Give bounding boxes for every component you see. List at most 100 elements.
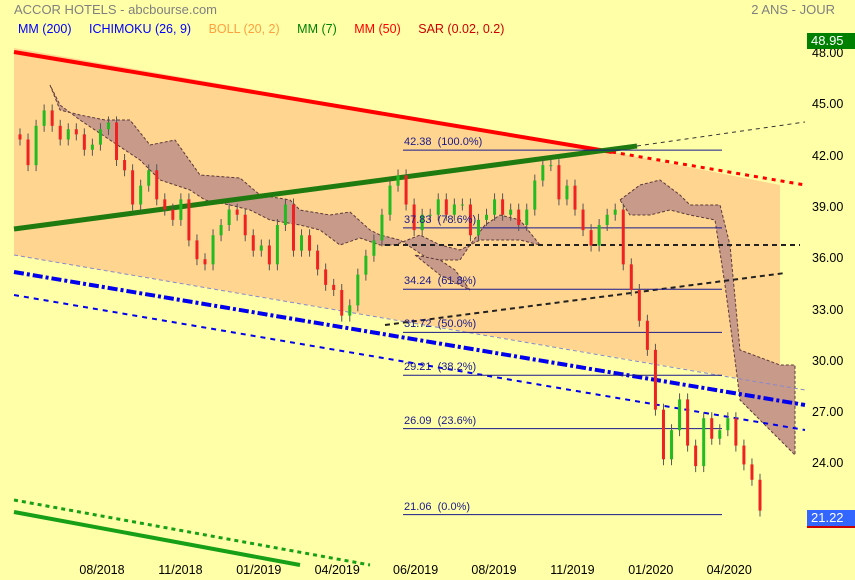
- legend-ichimoku: ICHIMOKU (26, 9): [88, 22, 192, 36]
- candle-body: [549, 165, 553, 167]
- mm50-trendline-extension: [611, 150, 806, 187]
- x-tick-label: 11/2019: [550, 563, 595, 577]
- x-tick-label: 08/2018: [79, 563, 125, 577]
- candle-body: [155, 170, 159, 200]
- candle-body: [436, 199, 440, 215]
- fib-level-label: 26.09 (23.6%): [404, 414, 477, 427]
- candle-body: [380, 214, 384, 241]
- candle-body: [58, 125, 62, 140]
- chart-title: ACCOR HOTELS - abcbourse.com: [14, 2, 218, 17]
- y-tick-label: 24.00: [812, 456, 844, 471]
- candle-body: [678, 399, 682, 431]
- candle-body: [211, 235, 215, 265]
- fib-level-label: 34.24 (61.8%): [404, 275, 477, 288]
- candle-body: [557, 165, 561, 200]
- candle-body: [203, 259, 207, 265]
- candle-body: [66, 129, 70, 140]
- legend-sar: SAR (0.02, 0.2): [418, 22, 505, 36]
- candle-body: [670, 430, 674, 460]
- x-tick-label: 04/2020: [706, 563, 752, 577]
- candle-body: [372, 240, 376, 256]
- candle-body: [581, 209, 585, 231]
- candle-body: [396, 175, 400, 186]
- y-tick-label: 39.00: [812, 199, 844, 214]
- candle-body: [493, 199, 497, 215]
- candle-body: [243, 214, 247, 236]
- fib-level-label: 42.38 (100.0%): [404, 136, 483, 149]
- candle-body: [300, 235, 304, 251]
- fib-level-label: 37.83 (78.6%): [404, 213, 477, 226]
- candle-body: [613, 209, 617, 215]
- candle-body: [115, 122, 119, 161]
- y-tick-label: 33.00: [812, 302, 844, 317]
- candle-body: [621, 209, 625, 265]
- candle-body: [275, 225, 279, 265]
- candle-body: [348, 305, 352, 316]
- candle-body: [573, 185, 577, 210]
- candle-body: [131, 170, 135, 205]
- candle-body: [485, 214, 489, 220]
- candle-body: [139, 185, 143, 205]
- candle-body: [533, 180, 537, 210]
- candle-body: [525, 209, 529, 225]
- candle-body: [476, 219, 480, 236]
- candle-body: [356, 274, 360, 306]
- candle-body: [187, 199, 191, 241]
- candle-body: [251, 235, 255, 251]
- black-dashed-rising: [384, 272, 786, 326]
- candle-body: [541, 165, 545, 181]
- candle-body: [501, 199, 505, 215]
- y-tick-label: 27.00: [812, 405, 844, 420]
- candle-body: [412, 204, 416, 231]
- candle-body: [364, 255, 368, 275]
- candle-body: [195, 240, 199, 260]
- fib-level-label: 29.21 (38.2%): [404, 361, 477, 374]
- candle-body: [509, 209, 513, 215]
- candle-body: [702, 418, 706, 467]
- last-price-badge: 21.22: [807, 510, 855, 526]
- x-tick-label: 01/2019: [236, 563, 282, 577]
- candle-body: [90, 144, 94, 150]
- mm200-line: [13, 270, 806, 407]
- candle-body: [50, 110, 54, 126]
- y-tick-label: 42.00: [812, 148, 844, 163]
- lower-green-dotted: [13, 498, 371, 567]
- candle-body: [726, 418, 730, 431]
- blue-dashed-line: [13, 294, 806, 431]
- candle-body: [308, 235, 312, 251]
- candle-body: [468, 204, 472, 236]
- green-trendline-extension: [636, 121, 806, 147]
- candle-body: [718, 430, 722, 439]
- fib-level-label: 21.06 (0.0%): [404, 500, 471, 513]
- fib-level-label: 31.72 (50.0%): [404, 318, 477, 331]
- bollinger-lower: [13, 254, 806, 391]
- candle-body: [444, 199, 448, 215]
- candle-body: [637, 289, 641, 321]
- lower-green-trendline: [13, 510, 301, 567]
- candle-body: [179, 199, 183, 220]
- candle-body: [404, 175, 408, 205]
- candle-body: [565, 185, 569, 200]
- candle-body: [420, 214, 424, 231]
- candle-body: [324, 269, 328, 285]
- candle-body: [163, 199, 167, 210]
- candle-body: [734, 418, 738, 446]
- candle-body: [388, 185, 392, 215]
- candle-body: [123, 160, 127, 171]
- candle-body: [452, 204, 456, 215]
- candle-body: [82, 134, 86, 150]
- green-trendline: [13, 143, 638, 232]
- candle-body: [219, 225, 223, 236]
- legend-mm200: MM (200): [18, 22, 72, 36]
- candle-body: [332, 284, 336, 290]
- candle-body: [34, 125, 38, 166]
- legend-mm7: MM (7): [297, 22, 337, 36]
- candle-body: [18, 134, 22, 140]
- candle-body: [147, 170, 151, 186]
- bollinger-band: [14, 48, 780, 385]
- candle-body: [26, 139, 30, 166]
- indicator-legend: MM (200) ICHIMOKU (26, 9) BOLL (20, 2) M…: [18, 22, 518, 36]
- candle-body: [291, 204, 295, 251]
- candle-body: [428, 214, 432, 216]
